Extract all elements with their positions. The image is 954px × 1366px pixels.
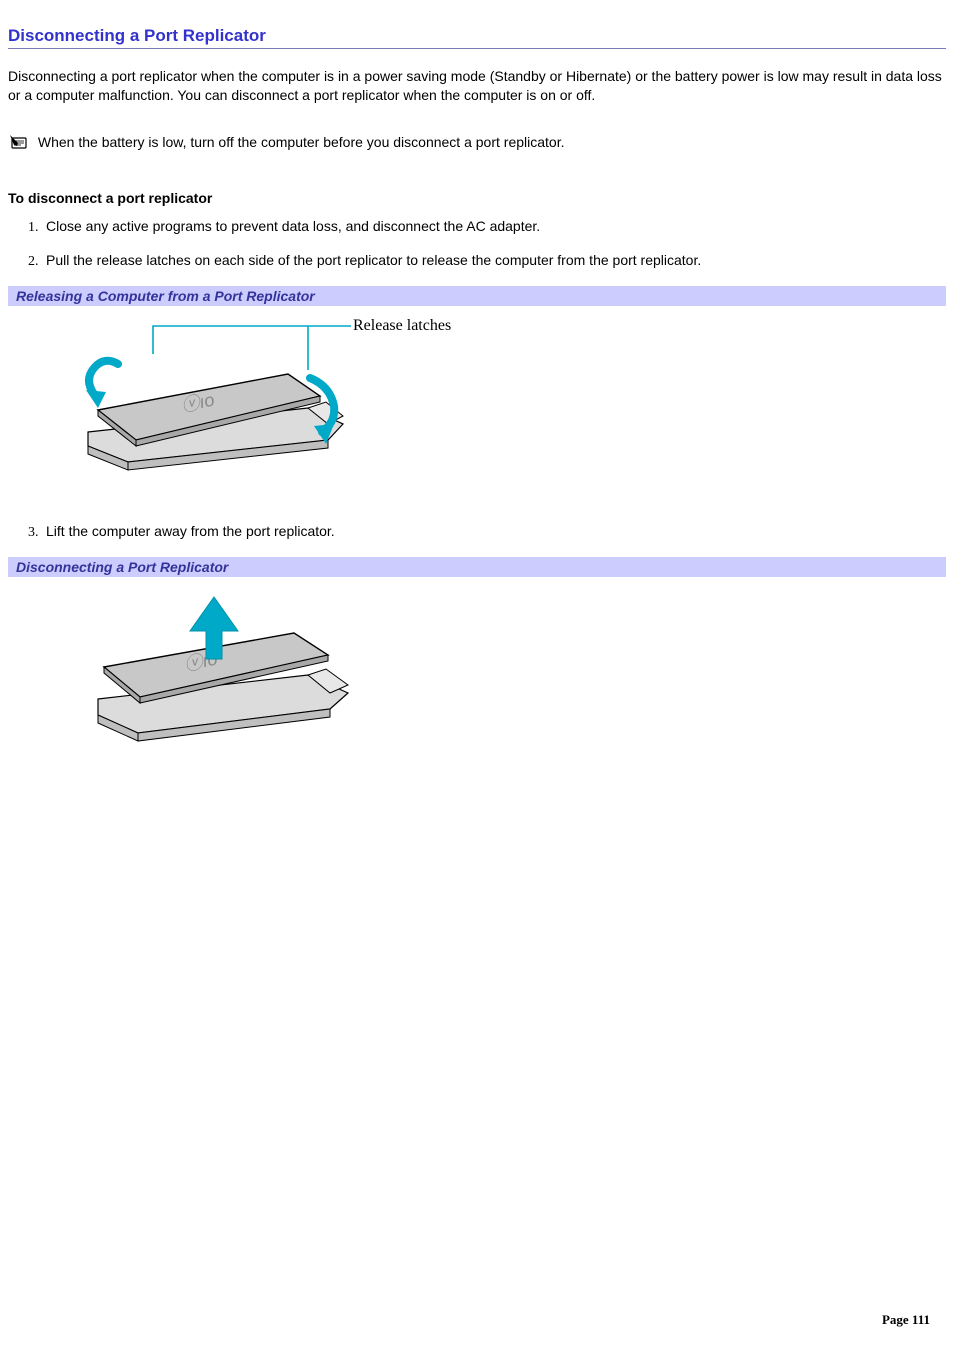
list-item: Pull the release latches on each side of… xyxy=(42,252,946,270)
note-text: When the battery is low, turn off the co… xyxy=(38,134,565,150)
page-number: Page 111 xyxy=(882,1312,930,1328)
note-row: When the battery is low, turn off the co… xyxy=(8,133,946,154)
figure-caption-bar: Disconnecting a Port Replicator xyxy=(8,557,946,577)
step-text: Pull the release latches on each side of… xyxy=(46,252,701,268)
pencil-note-icon xyxy=(8,133,30,154)
list-item: Lift the computer away from the port rep… xyxy=(42,523,946,541)
steps-list-cont: Lift the computer away from the port rep… xyxy=(42,523,946,541)
list-item: Close any active programs to prevent dat… xyxy=(42,218,946,236)
release-latches-label: Release latches xyxy=(353,317,451,334)
figure-releasing: Release latches ⓥıo xyxy=(8,312,946,495)
title-rule xyxy=(8,48,946,49)
page-title: Disconnecting a Port Replicator xyxy=(8,26,946,46)
step-text: Lift the computer away from the port rep… xyxy=(46,523,335,539)
intro-paragraph: Disconnecting a port replicator when the… xyxy=(8,67,946,105)
step-text: Close any active programs to prevent dat… xyxy=(46,218,540,234)
steps-list: Close any active programs to prevent dat… xyxy=(42,218,946,270)
procedure-heading: To disconnect a port replicator xyxy=(8,190,946,206)
figure-disconnecting: ⓥıo xyxy=(8,583,946,756)
figure-caption-bar: Releasing a Computer from a Port Replica… xyxy=(8,286,946,306)
